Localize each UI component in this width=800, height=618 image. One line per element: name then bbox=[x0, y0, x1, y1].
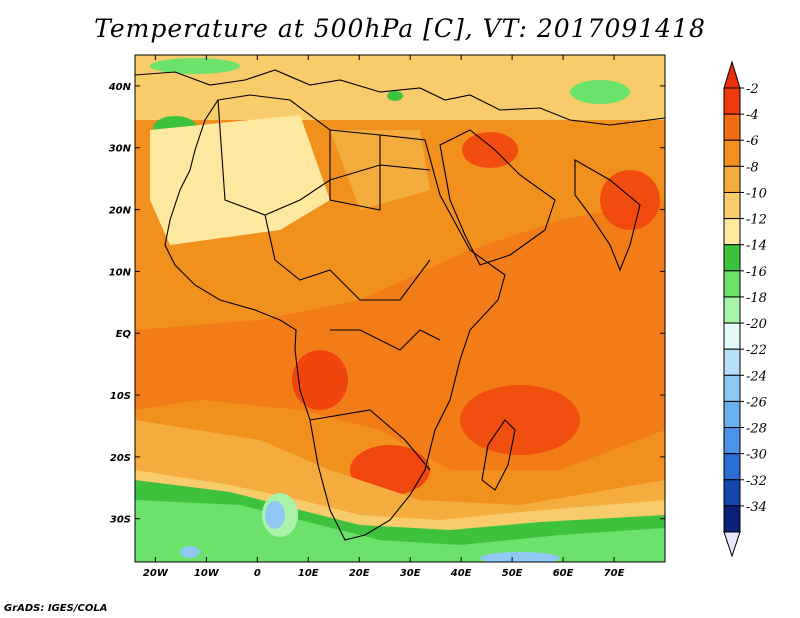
colorbar-swatch bbox=[723, 296, 741, 324]
colorbar-label: -4 bbox=[746, 108, 759, 123]
field-cold-patch bbox=[480, 552, 560, 562]
field-hot-patch bbox=[292, 350, 348, 410]
colorbar-swatch bbox=[723, 113, 741, 141]
field-cold-patch bbox=[180, 546, 200, 558]
y-tick-label: 20N bbox=[109, 206, 132, 217]
field-cold-patch bbox=[387, 91, 403, 101]
y-tick-label: 10S bbox=[110, 391, 131, 402]
y-tick-label: 10N bbox=[109, 267, 132, 278]
colorbar-swatch bbox=[723, 191, 741, 220]
coastlines bbox=[135, 69, 665, 541]
map-title: Temperature at 500hPa [C], VT: 201709141… bbox=[94, 14, 706, 43]
y-tick-label: 20S bbox=[110, 453, 131, 464]
colorbar-swatch bbox=[723, 479, 741, 507]
field-cold-patch bbox=[570, 80, 630, 104]
colorbar-swatch bbox=[723, 244, 741, 272]
africa-coastline bbox=[164, 94, 506, 541]
colorbar-swatch bbox=[723, 270, 741, 298]
country-border bbox=[330, 329, 441, 351]
colorbar-swatch bbox=[723, 139, 741, 167]
country-border bbox=[309, 409, 431, 471]
colorbar-label: -24 bbox=[746, 369, 767, 384]
plot-frame bbox=[134, 54, 666, 563]
colorbar-swatch bbox=[723, 322, 741, 350]
colorbar-label: -8 bbox=[746, 160, 759, 175]
field-hot-patch bbox=[600, 170, 660, 230]
x-tick-label: 50E bbox=[502, 568, 523, 579]
credit-text: GrADS: IGES/COLA bbox=[4, 603, 108, 614]
axis-ticks bbox=[135, 55, 665, 562]
north-coastline bbox=[135, 69, 665, 126]
colorbar-swatch bbox=[723, 400, 741, 429]
colorbar-swatch bbox=[723, 453, 741, 481]
x-tick-label: 20W bbox=[143, 568, 169, 579]
x-tick-label: 10W bbox=[194, 568, 220, 579]
colorbar-label: -22 bbox=[746, 343, 767, 358]
colorbar-swatch bbox=[723, 165, 741, 193]
colorbar-label: -6 bbox=[746, 134, 759, 149]
colorbar-label: -20 bbox=[746, 317, 767, 332]
y-tick-label: 30S bbox=[110, 515, 131, 526]
colorbar-label: -14 bbox=[746, 239, 767, 254]
field-sahara bbox=[150, 115, 330, 245]
x-axis-labels: 20W 10W 0 10E 20E 30E 40E 50E 60E 70E bbox=[143, 568, 625, 579]
arabia-coastline bbox=[439, 129, 556, 266]
country-border bbox=[329, 130, 381, 211]
field-cold-patch bbox=[150, 58, 240, 74]
x-tick-label: 70E bbox=[604, 568, 625, 579]
x-tick-label: 40E bbox=[450, 568, 472, 579]
madagascar-coastline bbox=[481, 419, 516, 491]
colorbar-swatch bbox=[723, 427, 741, 455]
y-axis-labels: 40N 30N 20N 10N EQ 10S 20S 30S bbox=[108, 82, 132, 526]
colorbar-swatch bbox=[723, 374, 741, 402]
y-tick-label: 40N bbox=[108, 82, 132, 93]
india-coastline bbox=[574, 159, 641, 272]
x-tick-label: 10E bbox=[298, 568, 319, 579]
map-plot-area bbox=[135, 55, 665, 562]
colorbar-label: -28 bbox=[746, 422, 767, 437]
x-tick-label: 20E bbox=[349, 568, 370, 579]
colorbar-label: -18 bbox=[746, 291, 767, 306]
x-tick-label: 30E bbox=[400, 568, 421, 579]
field-north-gradient bbox=[135, 55, 665, 120]
field-hot-patch bbox=[462, 132, 518, 168]
x-tick-label: 0 bbox=[254, 568, 261, 579]
colorbar-swatch bbox=[723, 505, 741, 533]
colorbar-swatch bbox=[723, 87, 741, 115]
colorbar-swatch bbox=[723, 218, 741, 246]
field-hot-patch bbox=[460, 385, 580, 455]
colorbar: -2 -4 -6 -8 -10 -12 -14 -16 -18 -20 -22 -24 -26 -28 -3… bbox=[723, 60, 767, 558]
colorbar-label: -12 bbox=[746, 213, 767, 228]
colorbar-label: -10 bbox=[746, 186, 767, 201]
colorbar-label: -32 bbox=[746, 474, 767, 489]
y-tick-label: EQ bbox=[116, 329, 132, 340]
colorbar-bottom-arrow bbox=[723, 531, 741, 558]
colorbar-label: -34 bbox=[746, 500, 767, 515]
colorbar-label: -16 bbox=[746, 265, 767, 280]
colorbar-label: -26 bbox=[746, 395, 767, 410]
y-tick-label: 30N bbox=[109, 144, 132, 155]
country-border bbox=[264, 214, 431, 301]
colorbar-swatch bbox=[723, 348, 741, 376]
colorbar-label: -2 bbox=[746, 82, 759, 97]
colorbar-label: -30 bbox=[746, 448, 767, 463]
field-hot-patch bbox=[350, 445, 430, 495]
x-tick-label: 60E bbox=[553, 568, 574, 579]
field-cold-patch bbox=[265, 501, 285, 529]
colorbar-top-arrow bbox=[723, 60, 741, 89]
